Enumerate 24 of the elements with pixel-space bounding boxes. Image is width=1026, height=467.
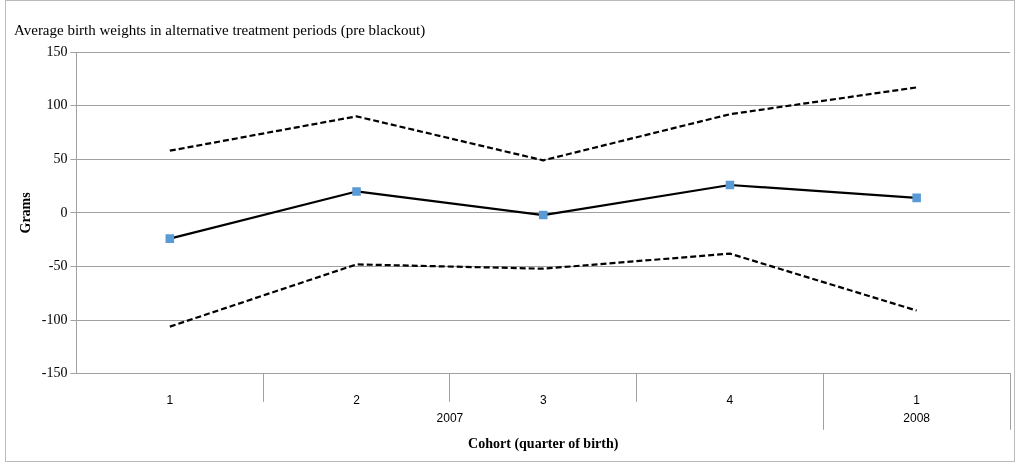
y-tick-label: -150 (41, 365, 68, 381)
y-axis-title: Grams (18, 191, 34, 234)
y-tick-label: 100 (46, 97, 68, 113)
text: 2007 (436, 411, 464, 426)
y-tick-label: 50 (53, 150, 68, 166)
point (165, 234, 175, 243)
y-tick-label: -50 (48, 258, 68, 274)
x-axis-title: Cohort (quarter of birth) (468, 436, 619, 453)
x-tick-label: 1 (913, 393, 921, 408)
line-series (168, 252, 918, 328)
chart-title: Average birth weights in alternative treatment periods (pre blackout) (14, 21, 426, 39)
line-series (168, 86, 918, 162)
point (352, 187, 361, 196)
y-tick-label: 150 (46, 43, 68, 59)
y-tick-label: -100 (41, 311, 68, 327)
x-tick-label: 4 (726, 393, 734, 408)
x-tick-label: 3 (539, 393, 547, 408)
y-tick-label: 0 (60, 204, 68, 220)
point (725, 180, 735, 190)
x-tick-label: 1 (166, 393, 174, 408)
point (538, 210, 548, 220)
text: 2008 (903, 411, 931, 426)
point (912, 193, 921, 203)
x-tick-label: 2 (353, 393, 361, 408)
